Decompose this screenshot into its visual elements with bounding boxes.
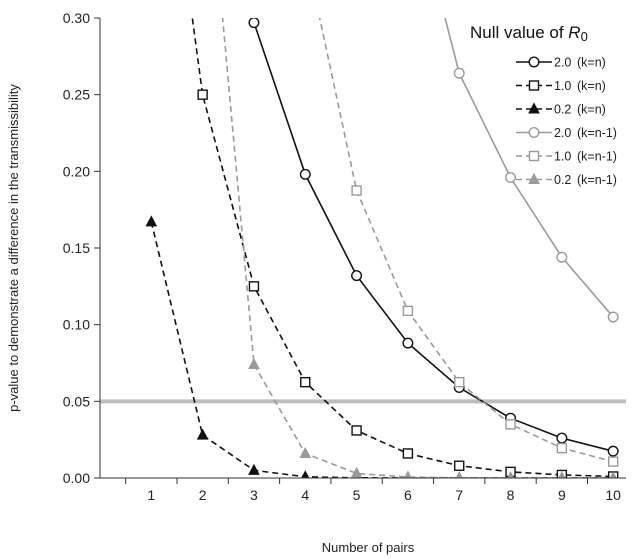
legend-k: (k=n) (577, 56, 606, 70)
series-marker-2 (196, 428, 209, 440)
x-tick-label: 8 (507, 487, 515, 503)
legend-k: (k=n-1) (577, 173, 617, 187)
y-tick-label: 0.15 (63, 240, 90, 256)
x-axis-title: Number of pairs (322, 540, 415, 555)
x-tick-label: 7 (455, 487, 463, 503)
series-marker-1 (197, 89, 208, 100)
x-tick-label: 4 (301, 487, 309, 503)
legend-marker (528, 150, 540, 162)
y-tick-label: 0.30 (63, 10, 90, 26)
series-marker-5 (403, 470, 412, 478)
y-tick-label: 0.25 (63, 87, 90, 103)
series-group (145, 18, 619, 478)
series-marker-4 (505, 419, 516, 430)
series-marker-2 (145, 215, 158, 227)
series-marker-2 (248, 463, 260, 475)
legend-marker (528, 126, 540, 138)
legend-value: 2.0 (554, 126, 571, 140)
series-marker-0 (556, 432, 568, 444)
legend-k: (k=n-1) (577, 126, 617, 140)
series-marker-5 (248, 357, 260, 370)
series-line-1 (191, 18, 614, 478)
x-tick-label: 9 (558, 487, 566, 503)
series-marker-2 (301, 470, 310, 478)
series-marker-4 (454, 376, 465, 388)
legend-value: 1.0 (554, 79, 571, 93)
x-tick-label: 2 (199, 487, 207, 503)
series-marker-1 (300, 376, 311, 388)
legend-marker (528, 102, 540, 114)
series-marker-5 (455, 471, 463, 478)
series-marker-0 (402, 337, 414, 349)
series-marker-4 (402, 305, 414, 317)
series-line-5 (221, 18, 614, 478)
y-tick-label: 0.20 (63, 163, 90, 179)
x-tick-label: 3 (250, 487, 258, 503)
legend-title: Null value of R0 (470, 23, 588, 44)
series-marker-0 (248, 18, 260, 29)
series-marker-5 (350, 466, 363, 478)
series-marker-5 (507, 471, 514, 478)
series-marker-3 (556, 251, 568, 263)
series-marker-4 (607, 456, 619, 467)
y-axis-title: p-value to demonstrate a difference in t… (6, 84, 21, 412)
legend-entry-1: 1.0 (k=n) (516, 79, 606, 93)
legend-entry-0: 2.0 (k=n) (516, 56, 606, 70)
legend: Null value of R0 2.0 (k=n) 1.0 (k=n) 0.2 (k=n)… (470, 23, 617, 187)
series-marker-0 (299, 168, 311, 180)
legend-marker (528, 56, 540, 68)
legend-k: (k=n-1) (577, 150, 617, 164)
axes: 0.00 0.05 0.10 0.15 0.20 0.25 0.30 1 2 3 4 5 6 7 8 9 10 (63, 10, 626, 503)
x-tick-label: 10 (605, 487, 621, 503)
legend-k: (k=n) (577, 79, 606, 93)
legend-value: 1.0 (554, 150, 571, 164)
series-marker-0 (607, 445, 619, 457)
x-tick-label: 1 (147, 487, 155, 503)
legend-marker (528, 80, 540, 91)
legend-value: 0.2 (554, 173, 571, 187)
series-line-3 (444, 18, 614, 318)
y-tick-label: 0.10 (63, 317, 90, 333)
x-tick-label: 6 (404, 487, 412, 503)
x-tick-label: 5 (353, 487, 361, 503)
series-marker-3 (505, 171, 517, 183)
legend-value: 2.0 (554, 56, 571, 70)
series-marker-4 (556, 442, 568, 454)
legend-marker (528, 172, 540, 184)
legend-value: 0.2 (554, 103, 571, 117)
series-line-4 (318, 18, 614, 463)
y-tick-label: 0.00 (63, 470, 90, 486)
series-marker-0 (351, 270, 363, 282)
series-marker-5 (609, 471, 617, 478)
series-marker-5 (299, 446, 312, 458)
plot-area (100, 18, 626, 478)
series-marker-3 (453, 67, 465, 79)
legend-entry-5: 0.2 (k=n-1) (516, 172, 617, 187)
legend-entry-2: 0.2 (k=n) (516, 102, 606, 117)
legend-entry-4: 1.0 (k=n-1) (516, 150, 617, 164)
y-tick-label: 0.05 (63, 393, 90, 409)
series-marker-1 (402, 448, 414, 459)
legend-k: (k=n) (577, 103, 606, 117)
series-marker-1 (454, 460, 465, 471)
series-marker-4 (351, 185, 362, 196)
series-marker-5 (558, 471, 566, 478)
series-marker-3 (607, 311, 619, 323)
series-marker-1 (248, 281, 260, 292)
series-marker-1 (351, 425, 362, 436)
legend-entry-3: 2.0 (k=n-1) (516, 126, 617, 140)
